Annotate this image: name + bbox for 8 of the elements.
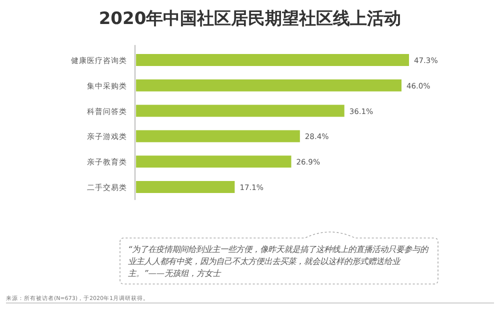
bar xyxy=(136,181,235,193)
bar xyxy=(136,104,344,117)
bar xyxy=(136,79,402,92)
chart-title: 2020年中国社区居民期望社区线上活动 xyxy=(98,9,402,29)
text: “为了在疫情期间给到业主一些方便，像昨天就是搞了这种线上的直播活动只要参与的业主人人都有中奖，因为自己不太方便出去买菜，就会以这样的形式赠送给业主。”——无孩组，方女士 xyxy=(128,243,430,279)
bar xyxy=(136,130,300,142)
bar xyxy=(136,156,292,168)
bar xyxy=(136,54,409,66)
